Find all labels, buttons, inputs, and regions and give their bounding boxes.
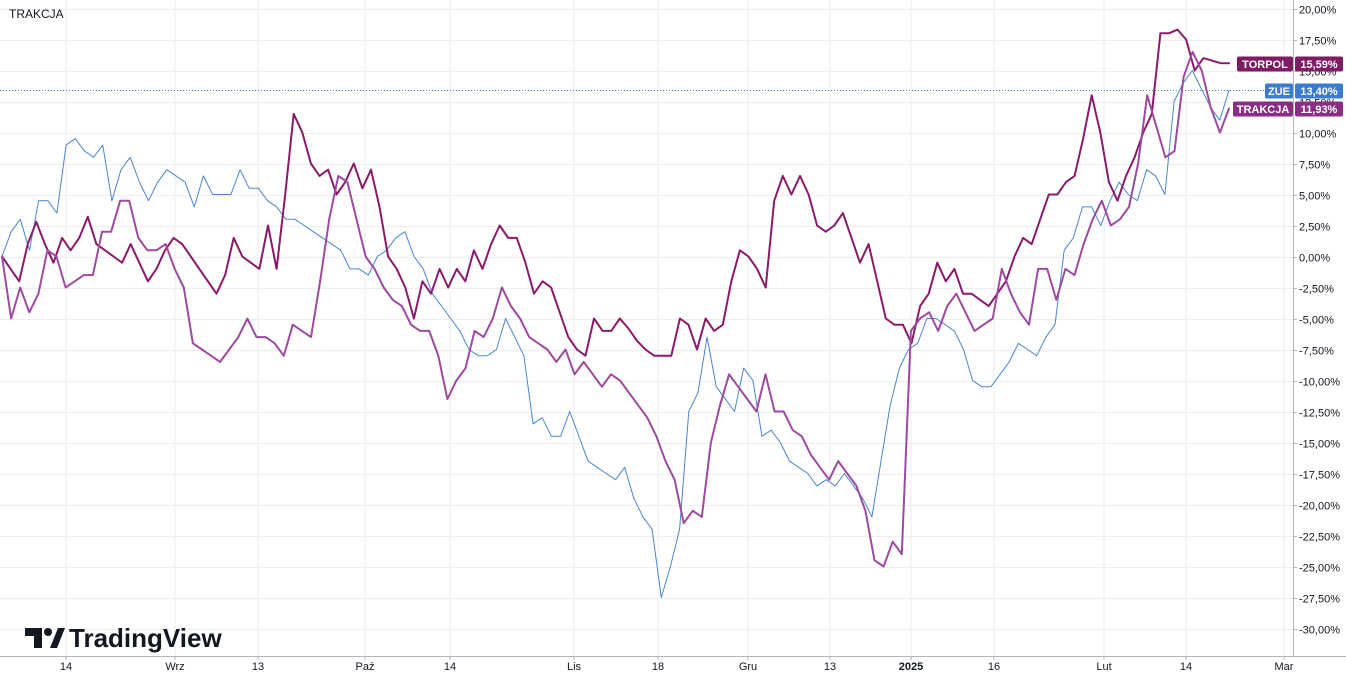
- badge-value-text: 15,59%: [1300, 59, 1338, 71]
- x-tick-label: 14: [60, 661, 72, 673]
- tradingview-logo-icon: [25, 628, 65, 648]
- last-value-badges: TORPOL 15,59% ZUE 13,40% TRAKCJA 11,93%: [1233, 56, 1343, 117]
- y-tick-label: -15,00%: [1299, 439, 1340, 451]
- y-tick-label: -7,50%: [1299, 346, 1334, 358]
- x-tick-label: Mar: [1275, 661, 1294, 673]
- x-tick-label: 13: [824, 661, 836, 673]
- x-tick-label: Gru: [739, 661, 757, 673]
- series-line-torpol[interactable]: [1, 28, 1230, 357]
- tradingview-logo[interactable]: TradingView: [25, 623, 222, 653]
- x-tick-label: Lis: [567, 661, 582, 673]
- y-tick-label: -25,00%: [1299, 563, 1340, 575]
- badge-name-bg: [1237, 56, 1293, 72]
- badge-name-text: TRAKCJA: [1237, 104, 1290, 116]
- x-tick-label: Wrz: [165, 661, 184, 673]
- x-tick-label: 18: [652, 661, 664, 673]
- y-tick-label: 7,50%: [1299, 160, 1330, 172]
- badge-value-bg: [1295, 56, 1343, 72]
- y-tick-label: -30,00%: [1299, 625, 1340, 637]
- y-tick-label: -2,50%: [1299, 284, 1334, 296]
- badge-name-bg: [1233, 101, 1293, 117]
- badge-value-text: 13,40%: [1300, 86, 1338, 98]
- y-tick-label: 20,00%: [1299, 5, 1337, 17]
- series-layer[interactable]: [0, 28, 1293, 598]
- y-tick-label: -10,00%: [1299, 377, 1340, 389]
- time-axis[interactable]: 14 Wrz 13 Paź 14 Lis 18 Gru 13 2025 16 Lut 14 Mar: [0, 656, 1346, 673]
- symbol-title: TRAKCJA: [9, 7, 64, 21]
- x-tick-label: Lut: [1096, 661, 1111, 673]
- badge-value-bg: [1295, 83, 1343, 99]
- y-tick-label: -20,00%: [1299, 501, 1340, 513]
- brand-name: TradingView: [69, 623, 222, 653]
- y-tick-label: -17,50%: [1299, 470, 1340, 482]
- x-tick-label: 14: [1180, 661, 1192, 673]
- series-line-trakcja[interactable]: [1, 50, 1230, 568]
- y-tick-label: 2,50%: [1299, 222, 1330, 234]
- x-tick-label: 16: [988, 661, 1000, 673]
- badge-name-text: TORPOL: [1242, 59, 1288, 71]
- y-tick-label: -22,50%: [1299, 532, 1340, 544]
- badge-trakcja: TRAKCJA 11,93%: [1233, 101, 1343, 117]
- x-tick-label: Paź: [356, 661, 375, 673]
- y-tick-label: -27,50%: [1299, 594, 1340, 606]
- y-tick-label: 5,00%: [1299, 191, 1330, 203]
- y-tick-label: -5,00%: [1299, 315, 1334, 327]
- y-tick-label: 17,50%: [1299, 36, 1337, 48]
- y-tick-label: 0,00%: [1299, 253, 1330, 265]
- chart-grid: [0, 0, 1293, 656]
- badge-value-text: 11,93%: [1301, 104, 1338, 116]
- y-tick-label: -12,50%: [1299, 408, 1340, 420]
- x-tick-label: 13: [252, 661, 264, 673]
- badge-name-text: ZUE: [1268, 86, 1290, 98]
- y-tick-label: 10,00%: [1299, 129, 1337, 141]
- badge-torpol: TORPOL 15,59%: [1237, 56, 1343, 72]
- badge-name-bg: [1265, 83, 1293, 99]
- badge-value-bg: [1295, 101, 1343, 117]
- x-tick-label: 14: [444, 661, 456, 673]
- series-line-zue[interactable]: [1, 70, 1230, 598]
- badge-zue: ZUE 13,40%: [1265, 83, 1343, 99]
- x-tick-label: 2025: [899, 661, 923, 673]
